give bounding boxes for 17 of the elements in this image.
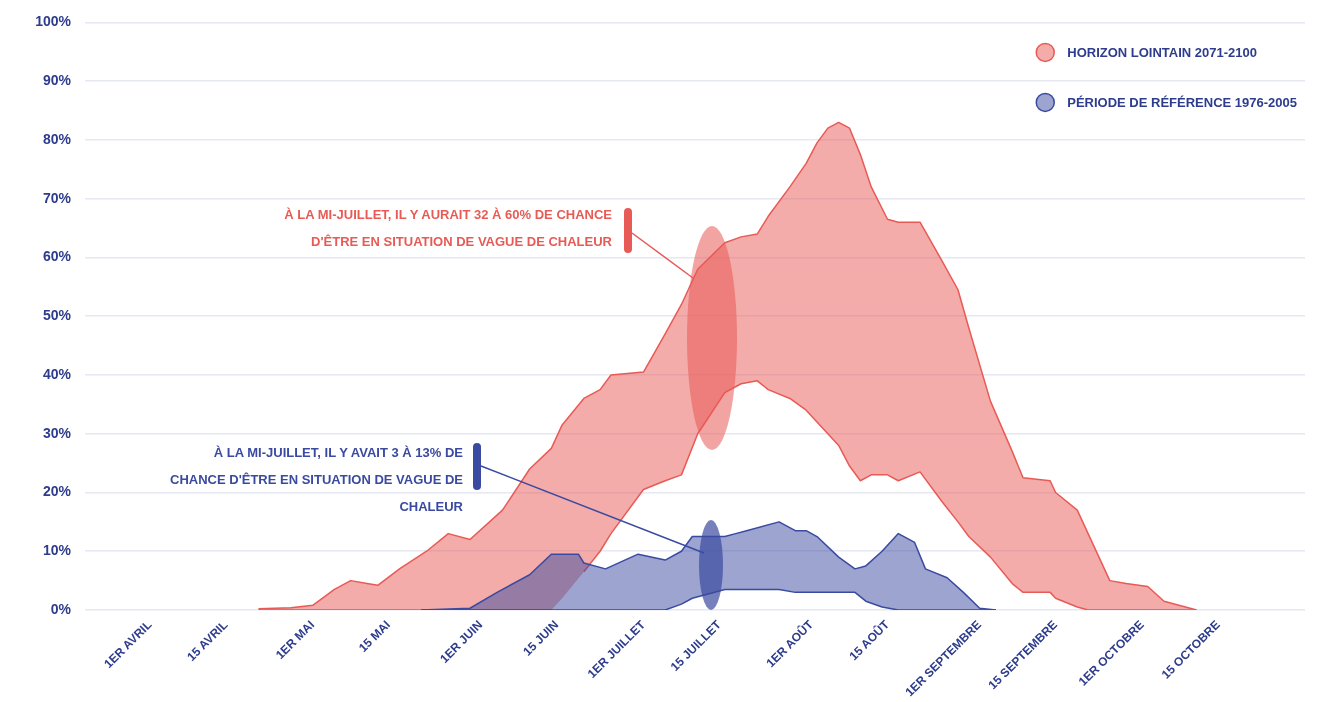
- y-tick-label: 0%: [50, 600, 72, 617]
- y-tick-label: 50%: [42, 307, 72, 324]
- legend-label: HORIZON LOINTAIN 2071-2100: [1067, 44, 1258, 60]
- legend-label: PÉRIODE DE RÉFÉRENCE 1976-2005: [1067, 94, 1298, 110]
- y-tick-label: 30%: [42, 424, 72, 441]
- annotation: À LA MI-JUILLET, IL Y AVAIT 3 À 13% DE CHANCE D'ÊTRE EN SITUATION DE VAGUE DE CHALEUR: [170, 444, 463, 516]
- x-tick-label: 1ER MAI: [272, 617, 318, 662]
- y-tick-label: 90%: [42, 72, 72, 89]
- annotation: À LA MI-JUILLET, IL Y AURAIT 32 À 60% DE CHANCE D'ÊTRE EN SITUATION DE VAGUE DE CHALEUR: [284, 206, 612, 251]
- y-tick-label: 80%: [42, 130, 72, 147]
- y-tick-label: 60%: [42, 248, 72, 265]
- y-tick-label: 40%: [42, 365, 72, 382]
- x-tick-label: 15 MAI: [355, 617, 394, 655]
- y-tick-label: 20%: [42, 483, 72, 500]
- y-tick-label: 10%: [42, 542, 72, 559]
- y-tick-label: 100%: [35, 13, 72, 30]
- y-tick-label: 70%: [42, 189, 72, 206]
